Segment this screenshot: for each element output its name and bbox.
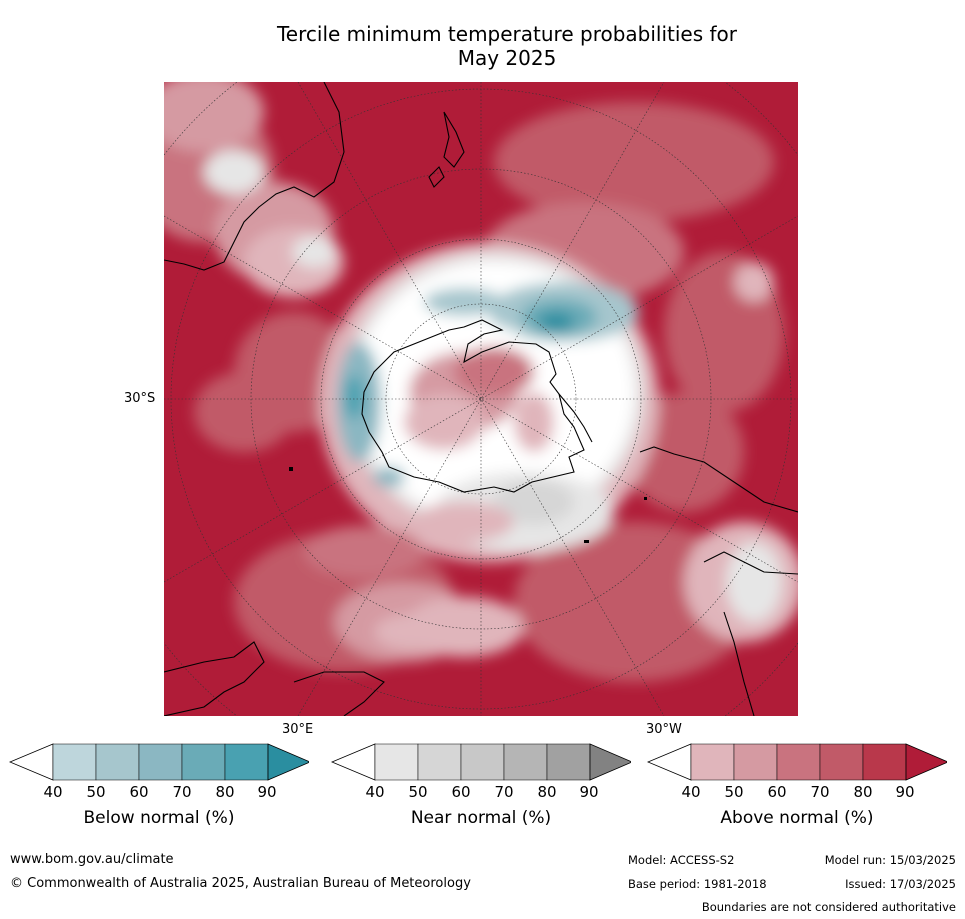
- colorbar-swatch: [503, 743, 548, 781]
- colorbar-min-extend: [9, 743, 54, 781]
- colorbar-swatch: [862, 743, 907, 781]
- islands: [289, 467, 647, 543]
- colorbar-max-extend: [267, 743, 309, 781]
- tick-label: 60: [129, 783, 149, 801]
- longitude-label-east: 30°E: [282, 722, 314, 737]
- tick-label: 80: [215, 783, 235, 801]
- map-canvas: [164, 82, 798, 716]
- colorbar-swatch: [95, 743, 140, 781]
- colorbar-label-above: Above normal (%): [720, 808, 874, 828]
- colorbar-min-extend: [647, 743, 692, 781]
- colorbar-ticks-above: 40 50 60 70 80 90: [647, 783, 947, 803]
- tick-label: 40: [43, 783, 63, 801]
- tick-label: 90: [895, 783, 915, 801]
- map-title: Tercile minimum temperature probabilitie…: [164, 22, 850, 70]
- colorbar-swatch: [819, 743, 864, 781]
- colorbar-swatch: [224, 743, 269, 781]
- colorbar-above-normal: [647, 743, 947, 783]
- tick-label: 70: [494, 783, 514, 801]
- longitude-label-west: 30°W: [646, 722, 682, 737]
- colorbar-swatch: [460, 743, 505, 781]
- tick-label: 80: [853, 783, 873, 801]
- colorbar-ticks-near: 40 50 60 70 80 90: [331, 783, 631, 803]
- colorbar-swatch: [776, 743, 821, 781]
- title-line-1: Tercile minimum temperature probabilitie…: [276, 22, 738, 46]
- graticule: [164, 82, 798, 716]
- latitude-label: 30°S: [124, 391, 156, 406]
- colorbar-swatch: [52, 743, 97, 781]
- footer-disclaimer: Boundaries are not considered authoritat…: [701, 900, 956, 914]
- coastlines: [164, 82, 798, 716]
- colorbar-swatches: [647, 743, 947, 781]
- tick-label: 60: [767, 783, 787, 801]
- colorbar-max-extend: [905, 743, 947, 781]
- tick-label: 50: [86, 783, 106, 801]
- colorbar-swatch: [374, 743, 419, 781]
- tick-label: 70: [172, 783, 192, 801]
- colorbar-swatches: [331, 743, 631, 781]
- footer-model: Model: ACCESS-S2: [628, 853, 735, 867]
- colorbar-swatch: [181, 743, 226, 781]
- colorbar-min-extend: [331, 743, 376, 781]
- footer-model-run: Model run: 15/03/2025: [824, 853, 956, 867]
- tick-label: 40: [681, 783, 701, 801]
- tick-label: 40: [365, 783, 385, 801]
- colorbar-swatch: [733, 743, 778, 781]
- tick-label: 60: [451, 783, 471, 801]
- colorbar-swatch: [690, 743, 735, 781]
- tick-label: 50: [408, 783, 428, 801]
- footer-base-period: Base period: 1981-2018: [628, 877, 767, 891]
- tick-label: 90: [579, 783, 599, 801]
- colorbar-swatch: [138, 743, 183, 781]
- footer-url: www.bom.gov.au/climate: [10, 852, 174, 867]
- tick-label: 90: [257, 783, 277, 801]
- footer-issued: Issued: 17/03/2025: [845, 877, 956, 891]
- colorbar-near-normal: [331, 743, 631, 783]
- polar-map: [164, 82, 798, 716]
- colorbar-ticks-below: 40 50 60 70 80 90: [9, 783, 309, 803]
- colorbar-swatches: [9, 743, 309, 781]
- tick-label: 80: [537, 783, 557, 801]
- colorbar-swatch: [546, 743, 591, 781]
- title-line-2: May 2025: [457, 46, 557, 70]
- probability-field: [164, 82, 798, 682]
- colorbar-max-extend: [589, 743, 631, 781]
- colorbar-below-normal: [9, 743, 309, 783]
- colorbar-label-near: Near normal (%): [410, 808, 552, 828]
- tick-label: 70: [810, 783, 830, 801]
- colorbar-label-below: Below normal (%): [83, 808, 235, 828]
- tick-label: 50: [724, 783, 744, 801]
- colorbar-swatch: [417, 743, 462, 781]
- footer-copyright: © Commonwealth of Australia 2025, Austra…: [10, 876, 471, 891]
